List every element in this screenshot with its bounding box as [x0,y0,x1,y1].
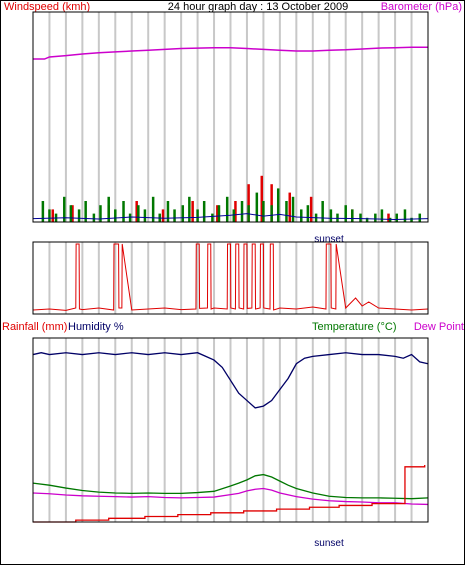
wind-speed-bar [114,209,117,222]
wind-speed-bar [365,217,369,222]
wind-gust-bar [216,205,219,222]
wind-speed-bar [137,205,140,222]
wind-speed-bar [166,201,170,222]
wind-speed-bar [395,213,398,222]
wind-speed-bar [173,209,176,222]
wind-gust-bar [288,192,291,222]
wind-gust-bar [309,196,313,222]
wind-speed-bar [380,209,384,222]
wind-speed-bar [63,196,66,222]
wind-gust-bar [161,209,165,222]
wind-barometer-panel [32,11,429,223]
wind-gust-bar [247,184,250,222]
wind-speed-bar [285,201,288,222]
wind-speed-bar [403,209,407,222]
humidity-plot-frame [32,337,429,523]
wind-gust-bar [270,184,273,222]
wind-speed-bar [359,213,362,222]
wind-gust-bar [387,213,390,222]
wind-speed-bar [41,201,45,222]
temperature-line [32,473,429,500]
wind-plot-frame [32,11,429,223]
wind-speed-bar [374,213,377,222]
dewpoint-axis-label: Dew Point [414,321,464,333]
chart-title: 24 hour graph day : 13 October 2009 [168,1,348,13]
wind-speed-bar [196,209,199,222]
wind-speed-bar [48,209,51,222]
wind-speed-bar [107,196,110,222]
wind-speed-bar [151,196,155,222]
humidity-axis-label: Humidity % [68,321,124,333]
wind-speed-bar [240,201,244,222]
wind-speed-bar [291,196,295,222]
wind-speed-bar [232,209,236,222]
wind-speed-bar [300,209,303,222]
wind-speed-bar [217,205,221,222]
wind-speed-bar [410,217,413,222]
wind-speed-bar [128,213,132,222]
humidity-line [32,352,429,409]
barometer-line [33,46,428,60]
wind-gust-bar [234,201,237,222]
wind-low-line [32,213,429,220]
wind-speed-bar [69,205,73,222]
direction-line [32,243,429,311]
wind-speed-bar [321,201,324,222]
wind-speed-bar [92,213,96,222]
wind-speed-bar [276,188,280,222]
wind-speed-bar [388,217,392,222]
wind-speed-bar [202,201,206,222]
windspeed-axis-label: Windspeed (kmh) [4,1,90,13]
wind-speed-bar [255,192,259,222]
sunset-label-top: sunset [314,234,344,245]
direction-plot-frame [32,241,429,315]
sunset-label-bottom: sunset [314,538,344,549]
wind-speed-bar [351,209,354,222]
temperature-axis-label: Temperature (°C) [312,321,396,333]
dewpoint-line [32,487,429,506]
wind-speed-bar [329,209,333,222]
rainfall-axis-label: Rainfall (mm) [2,321,67,333]
wind-gust-bar [135,201,138,222]
wind-speed-bar [99,205,102,222]
wind-gust-bar [260,175,264,222]
barometer-axis-label: Barometer (hPa) [381,1,462,13]
humidity-temp-panel [32,337,429,523]
rainfall-line [33,464,426,523]
wind-gust-bar [51,209,54,222]
wind-speed-bar [181,205,185,222]
wind-speed-bar [143,209,147,222]
wind-speed-bar [270,205,273,222]
wind-speed-bar [211,213,214,222]
wind-direction-panel [32,241,429,315]
wind-speed-bar [262,201,265,222]
wind-speed-bar [344,205,347,222]
wind-speed-bar [225,196,229,222]
wind-gust-bar [71,205,74,222]
wind-speed-bar [122,201,125,222]
wind-speed-bar [336,213,339,222]
wind-speed-bar [306,205,310,222]
wind-speed-bar [418,213,422,222]
wind-speed-bar [188,196,191,222]
wind-gust-bar [191,201,194,222]
wind-speed-bar [84,201,87,222]
wind-speed-bar [77,209,81,222]
